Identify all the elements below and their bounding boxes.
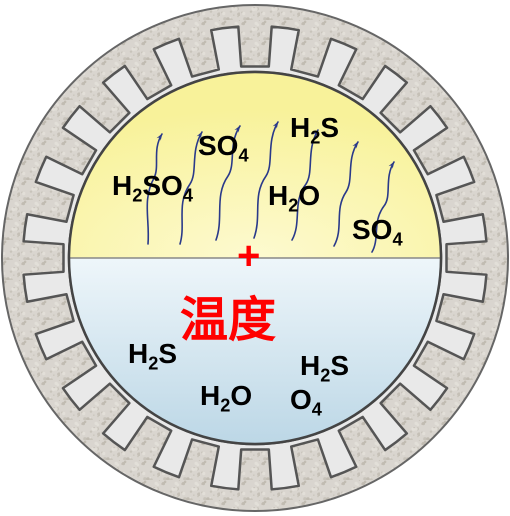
- diagram-root: { "canvas":{"w":510,"h":516,"cx":255,"cy…: [0, 0, 510, 516]
- chem-formula: SO4: [198, 130, 249, 167]
- chem-formula: O4: [290, 384, 322, 421]
- chem-formula: H2S: [128, 338, 177, 375]
- chem-formula: SO4: [352, 214, 403, 251]
- center-plus: +: [237, 234, 260, 279]
- chem-formula: H2O: [200, 380, 252, 417]
- chem-formula: H2SO4: [112, 170, 193, 207]
- chem-formula: H2O: [268, 180, 320, 217]
- chem-formula: H2S: [290, 112, 339, 149]
- chem-formula: H2S: [300, 350, 349, 387]
- temperature-label: 温度: [180, 280, 276, 350]
